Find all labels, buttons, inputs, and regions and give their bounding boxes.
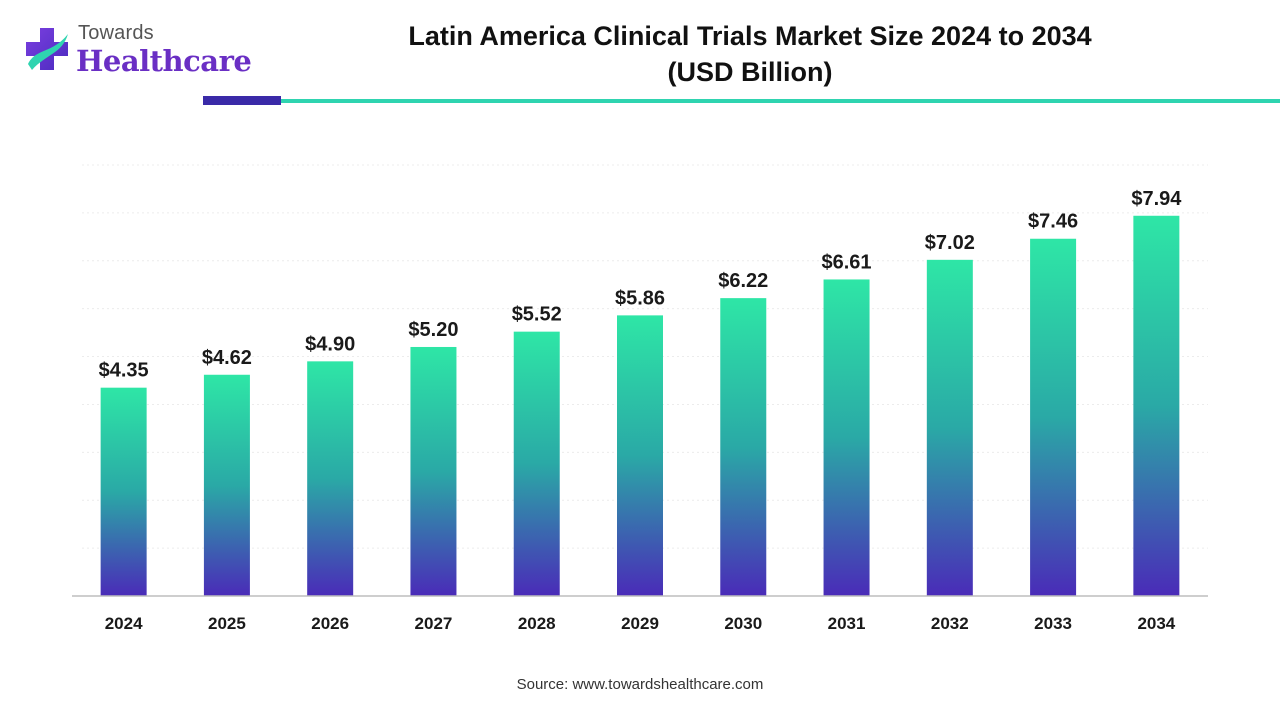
- data-label-2031: $6.61: [822, 251, 872, 273]
- chart-title-block: Latin America Clinical Trials Market Siz…: [300, 18, 1200, 90]
- logo-text-towards: Towards: [78, 22, 154, 44]
- data-label-2026: $4.90: [305, 333, 355, 355]
- x-tick-label: 2028: [518, 614, 556, 633]
- header-rule-accent: [203, 96, 281, 105]
- logo-text-healthcare: Healthcare: [76, 44, 252, 78]
- data-label-2025: $4.62: [202, 347, 252, 369]
- x-tick-labels: 2024 2025 2026 2027 2028 2029 2030 2031 2032 2033…: [105, 614, 1176, 633]
- bar-2024: [100, 387, 147, 596]
- x-tick-label: 2034: [1137, 614, 1175, 633]
- bar-2025: [203, 374, 250, 596]
- bars: [100, 215, 1180, 597]
- medical-cross-logo-icon: [26, 28, 68, 70]
- chart-title: Latin America Clinical Trials Market Siz…: [408, 21, 1092, 51]
- data-label-2027: $5.20: [408, 319, 458, 341]
- data-label-2028: $5.52: [512, 304, 562, 326]
- bar-2032: [926, 259, 973, 596]
- x-tick-label: 2032: [931, 614, 969, 633]
- bar-2026: [307, 361, 354, 596]
- bar-2028: [513, 331, 560, 596]
- x-tick-label: 2027: [415, 614, 453, 633]
- data-label-2030: $6.22: [718, 270, 768, 292]
- data-label-2029: $5.86: [615, 287, 665, 309]
- x-tick-label: 2031: [828, 614, 866, 633]
- bar-2027: [410, 346, 457, 596]
- bar-2030: [720, 298, 767, 596]
- data-labels: $4.35 $4.62 $4.90 $5.20 $5.52 $5.86 $6.22 $6.61…: [99, 188, 1183, 382]
- data-label-2034: $7.94: [1131, 188, 1182, 210]
- x-tick-label: 2033: [1034, 614, 1072, 633]
- bar-2029: [617, 315, 663, 596]
- header-rule: [281, 99, 1280, 103]
- bar-2033: [1030, 238, 1077, 596]
- x-tick-label: 2026: [311, 614, 349, 633]
- x-tick-label: 2029: [621, 614, 659, 633]
- bar-2031: [823, 279, 870, 596]
- bar-2034: [1133, 215, 1180, 597]
- brand-logo: Towards Healthcare: [22, 20, 252, 84]
- x-tick-label: 2030: [724, 614, 762, 633]
- chart-subtitle: (USD Billion): [667, 57, 833, 87]
- source-note: Source: www.towardshealthcare.com: [516, 676, 764, 693]
- data-label-2024: $4.35: [99, 360, 149, 382]
- data-label-2033: $7.46: [1028, 211, 1078, 233]
- x-tick-label: 2025: [208, 614, 246, 633]
- x-tick-label: 2024: [105, 614, 143, 633]
- data-label-2032: $7.02: [925, 232, 975, 254]
